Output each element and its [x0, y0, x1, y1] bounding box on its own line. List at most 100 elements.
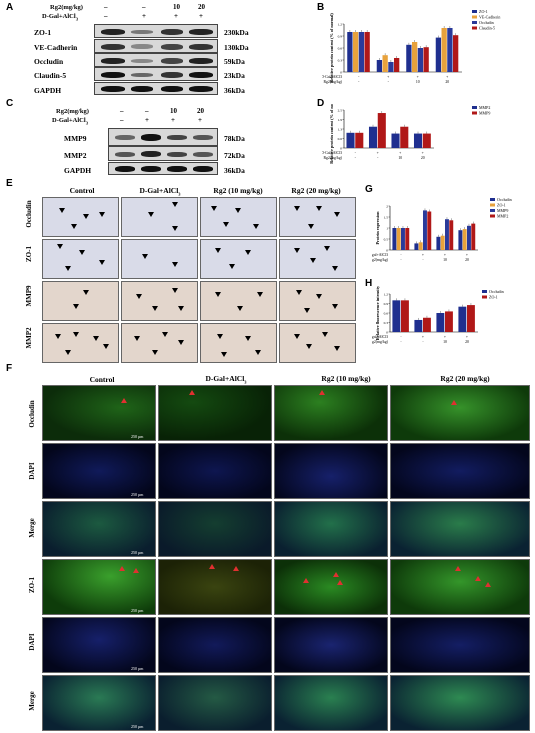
f-tile-dapi2-control: 250 µm — [42, 617, 156, 673]
bar — [388, 62, 394, 72]
blot-a-row-vecad: VE-Cadherin — [34, 43, 78, 52]
legend-swatch — [482, 290, 487, 293]
f-tile-merge2-rg2-10 — [274, 675, 388, 731]
x-row1-label: D-Gal+AlCl3 — [322, 151, 342, 155]
blot-c-dgal-label: D-Gal+AlCl3 — [52, 117, 88, 126]
f-tile-dapi1-rg2-20 — [390, 443, 530, 499]
bar — [414, 319, 423, 332]
f-tile-merge1-rg2-20 — [390, 501, 530, 557]
blot-c-strip-mmp9 — [108, 128, 218, 146]
bar — [435, 37, 442, 72]
blot-c-kda-mmp9: 78kDa — [224, 134, 245, 143]
e-tile-mmp2-rg2-10 — [200, 323, 277, 363]
blot-c-rg2-label: Rg2(mg/kg) — [56, 108, 89, 115]
f-tile-merge2-control: 250 µm — [42, 675, 156, 731]
x-row2-label: Rg2(mg/kg) — [372, 258, 389, 262]
bar — [471, 223, 476, 250]
blot-a-kda-occludin: 59kDa — [224, 57, 245, 66]
chart-d: Relative protein content (% of normal) 0 0… — [322, 104, 490, 164]
f-tile-zo1-control: 250 µm — [42, 559, 156, 615]
legend-swatch — [472, 21, 477, 24]
bar — [436, 313, 445, 332]
legend-swatch — [472, 111, 477, 115]
x-sign: + — [466, 253, 468, 257]
y-axis-label: Relative fluorescence intensity — [375, 285, 380, 340]
y-tick-label: 0 — [386, 330, 388, 334]
bar — [392, 300, 401, 332]
f-tile-dapi1-control: 250 µm — [42, 443, 156, 499]
y-tick-label: 1 — [386, 226, 388, 230]
x-row1-label: D-gal+AlCl3 — [372, 253, 388, 257]
bar — [467, 225, 471, 250]
f-tile-occludin-rg2-20 — [390, 385, 530, 441]
blot-c-kda-gapdh: 36kDa — [224, 166, 245, 175]
bar — [462, 229, 467, 250]
e-row-occludin: Occludin — [25, 200, 33, 228]
blot-c-strip-gapdh — [108, 162, 218, 175]
blot-c-rg2-val-1: – — [120, 107, 124, 115]
f-col-rg2-10: Rg2 (10 mg/kg) — [321, 374, 371, 383]
blot-a-rg2-val-1: – — [104, 3, 108, 11]
e-tile-zo1-rg2-20 — [279, 239, 356, 279]
bar — [447, 28, 453, 72]
x-row2-label: Rg2(mg/kg) — [323, 80, 342, 84]
bar — [358, 32, 365, 72]
y-tick-label: 2.5 — [338, 108, 343, 112]
panel-label-d: D — [317, 98, 325, 109]
y-tick-label: 0.6 — [384, 311, 389, 315]
e-row-mmp2: MMP2 — [25, 327, 33, 349]
legend-entry: Claudin-5 — [479, 26, 495, 31]
x-row1-label: D-gal+AlCl3 — [372, 335, 388, 339]
blot-c-rg2-val-3: 10 — [170, 107, 177, 115]
x-sign: + — [466, 335, 468, 339]
chart-g: Protein expression 0 0.5 1 1.5 2 D-gal+AlCl3Rg… — [372, 197, 512, 262]
f-tile-zo1-rg2-20 — [390, 559, 530, 615]
blot-a-rg2-val-2: – — [142, 3, 146, 11]
e-row-zo1: ZO-1 — [25, 246, 33, 262]
f-row-merge-2: Merge — [28, 691, 36, 711]
blot-c-row-gapdh: GAPDH — [64, 166, 92, 175]
e-col-rg2-10: Rg2 (10 mg/kg) — [213, 186, 263, 195]
blot-a-strip-gapdh — [94, 82, 218, 95]
bar — [411, 42, 418, 72]
e-tile-occludin-rg2-20 — [279, 197, 356, 237]
x-sign: + — [417, 75, 419, 79]
x-sign: + — [422, 253, 424, 257]
bar — [422, 133, 431, 148]
x-sign: - — [400, 253, 402, 257]
f-row-dapi-2: DAPI — [28, 633, 36, 651]
y-tick-label: 1.2 — [384, 292, 389, 296]
e-tile-mmp2-rg2-20 — [279, 323, 356, 363]
f-tile-dapi2-dgal — [158, 617, 272, 673]
e-tile-mmp2-control — [42, 323, 119, 363]
legend-entry: VE-Cadherin — [479, 15, 500, 20]
bar — [445, 219, 449, 250]
blot-a-row-gapdh: GAPDH — [34, 86, 62, 95]
legend-entry: Occludin — [489, 289, 504, 294]
bar — [396, 228, 401, 250]
bar — [449, 220, 454, 250]
f-tile-dapi1-rg2-10 — [274, 443, 388, 499]
y-tick-label: 0.9 — [338, 34, 343, 38]
blot-a-row-occludin: Occludin — [34, 57, 64, 66]
x-dose: - — [422, 340, 424, 344]
y-tick-label: 2 — [386, 204, 388, 208]
bar — [445, 311, 453, 332]
legend-swatch — [472, 10, 477, 13]
y-tick-label: 1.3 — [338, 127, 343, 131]
bar — [355, 132, 364, 148]
blot-a-row-zo1: ZO-1 — [34, 28, 52, 37]
f-row-merge-1: Merge — [28, 518, 36, 538]
y-tick-label: 0 — [386, 248, 388, 252]
blot-a-rg2-val-4: 20 — [198, 3, 205, 11]
panel-label-a: A — [6, 2, 14, 13]
bar — [394, 58, 400, 72]
blot-a-kda-gapdh: 36kDa — [224, 86, 245, 95]
x-sign: + — [444, 253, 446, 257]
x-dose: - — [422, 258, 424, 262]
bar — [417, 48, 424, 72]
e-tile-mmp9-control — [42, 281, 119, 321]
blot-a-dgal-label: D-Gal+AlCl3 — [42, 13, 78, 22]
legend-entry: ZO-1 — [479, 10, 488, 14]
blot-a-strip-occludin — [94, 53, 218, 67]
